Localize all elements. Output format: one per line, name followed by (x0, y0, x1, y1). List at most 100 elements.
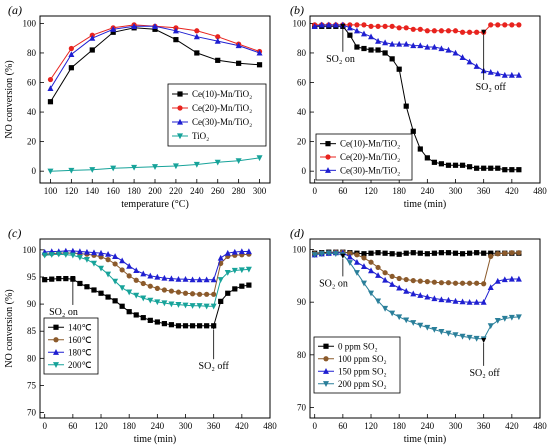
data-point (501, 315, 508, 322)
data-point (459, 333, 466, 340)
x-tick-label: 120 (94, 421, 108, 431)
data-point (83, 257, 90, 263)
legend: Ce(10)-Mn/TiO₂ Ce(20)-Mn/TiO₂ Ce(30)-Mn/Ti… (167, 83, 267, 147)
data-point (119, 267, 125, 273)
data-point (445, 250, 452, 256)
data-point (224, 270, 231, 276)
data-point (98, 265, 105, 272)
data-point (473, 63, 480, 69)
data-point (481, 281, 487, 287)
legend-label: 160℃ (68, 335, 92, 345)
data-point (445, 28, 452, 34)
series-1 (47, 25, 263, 105)
legend-label: 150 ppm SO₂ (338, 366, 387, 376)
data-point (438, 280, 445, 286)
legend-marker (323, 356, 329, 362)
data-point (389, 251, 395, 257)
data-point (389, 310, 396, 317)
data-point (154, 273, 161, 280)
data-point (368, 250, 374, 256)
x-tick-label: 480 (533, 421, 547, 431)
data-point (445, 330, 452, 337)
data-point (98, 249, 105, 256)
data-point (175, 302, 182, 308)
data-point (68, 167, 75, 174)
data-point (354, 44, 360, 50)
legend-label: 180℃ (68, 347, 92, 357)
data-point (424, 293, 431, 300)
legend-marker (323, 381, 329, 387)
data-point (126, 309, 132, 315)
y-tick-label: 100 (293, 18, 307, 28)
data-point (112, 253, 119, 259)
legend-marker (323, 343, 329, 349)
data-point (154, 285, 160, 291)
data-point (375, 23, 381, 29)
y-tick-label: 75 (27, 380, 37, 390)
legend-marker (53, 362, 59, 368)
data-point (417, 278, 423, 284)
data-point (473, 298, 480, 305)
data-point (83, 248, 90, 255)
legend-label: Ce(10)-Mn/TiO₂ (340, 139, 400, 149)
data-point (194, 50, 200, 56)
data-point (210, 276, 217, 283)
data-point (495, 22, 501, 28)
data-point (189, 323, 196, 329)
series-3 (41, 247, 252, 283)
data-point (403, 25, 409, 31)
x-tick-label: 180 (392, 421, 406, 431)
data-point (239, 283, 245, 289)
data-point (515, 314, 522, 321)
data-point (474, 250, 480, 256)
x-tick-label: 360 (477, 421, 491, 431)
data-point (360, 263, 367, 269)
data-point (161, 321, 167, 327)
data-point (502, 250, 508, 256)
data-point (210, 303, 217, 310)
x-tick-label: 300 (253, 186, 267, 196)
data-point (204, 323, 210, 329)
data-point (246, 282, 252, 288)
x-tick-label: 200 (148, 186, 162, 196)
data-point (154, 299, 161, 306)
annotation-label: SO₂ on (326, 54, 355, 65)
data-point (232, 286, 238, 292)
panel-label: (d) (290, 226, 304, 240)
data-point (474, 165, 480, 171)
data-point (438, 329, 445, 335)
legend-label: 0 ppm SO₂ (338, 341, 378, 351)
data-point (424, 324, 431, 331)
data-point (396, 314, 403, 321)
data-point (172, 27, 179, 34)
data-point (495, 251, 501, 257)
data-point (105, 294, 111, 300)
data-point (396, 275, 402, 282)
y-tick-label: 20 (27, 137, 37, 147)
data-point (403, 40, 410, 47)
data-point (41, 252, 48, 259)
data-point (445, 280, 452, 286)
data-point (161, 300, 168, 307)
data-point (488, 22, 494, 28)
x-tick-label: 120 (364, 186, 378, 196)
data-point (403, 287, 410, 294)
data-point (452, 49, 459, 56)
series-line (314, 24, 519, 76)
data-point (481, 250, 487, 256)
data-point (403, 250, 409, 256)
legend-marker (177, 118, 183, 125)
data-point (424, 251, 430, 257)
data-point (196, 276, 203, 283)
data-point (189, 276, 196, 283)
data-point (105, 250, 112, 257)
x-tick-label: 180 (392, 186, 406, 196)
data-point (238, 267, 245, 274)
data-point (417, 292, 424, 298)
data-point (354, 252, 360, 258)
data-point (410, 42, 417, 49)
data-point (89, 167, 96, 173)
data-point (63, 275, 69, 282)
data-point (382, 50, 388, 56)
data-point (68, 51, 75, 58)
